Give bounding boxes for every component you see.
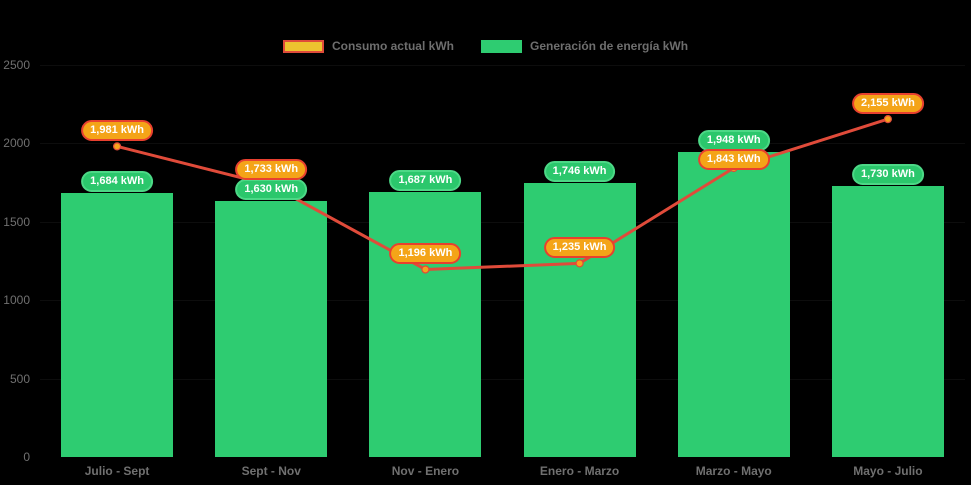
x-axis-label: Mayo - Julio xyxy=(853,464,923,478)
y-axis-label: 2500 xyxy=(3,58,30,72)
consumption-value-badge: 1,733 kWh xyxy=(235,159,308,181)
generation-bar[interactable] xyxy=(677,151,790,457)
consumption-line xyxy=(116,117,889,271)
x-axis-label: Sept - Nov xyxy=(241,464,301,478)
generation-bar[interactable] xyxy=(215,201,328,457)
gridline xyxy=(40,300,965,302)
y-axis-label: 0 xyxy=(23,450,30,464)
gridline xyxy=(40,143,965,145)
generation-bar[interactable] xyxy=(523,183,636,457)
x-axis-label: Nov - Enero xyxy=(391,464,460,478)
gridline xyxy=(40,378,965,380)
legend-label-generation: Generación de energía kWh xyxy=(529,39,689,53)
y-axis-label: 1500 xyxy=(3,214,30,229)
x-axis-label: Marzo - Mayo xyxy=(695,464,772,478)
x-axis-label: Julio - Sept xyxy=(84,464,150,478)
generation-value-badge: 1,746 kWh xyxy=(543,161,616,183)
generation-value-badge: 1,730 kWh xyxy=(852,163,924,185)
consumption-data-point[interactable] xyxy=(883,114,893,124)
consumption-value-badge: 1,843 kWh xyxy=(697,148,770,170)
generation-value-badge: 1,948 kWh xyxy=(697,129,770,151)
chart-legend: Consumo actual kWh Generación de energía… xyxy=(0,39,971,53)
y-axis-label: 2000 xyxy=(3,136,30,151)
generation-bar[interactable] xyxy=(61,192,174,457)
generation-bar[interactable] xyxy=(831,185,944,457)
consumption-data-point[interactable] xyxy=(112,142,122,151)
generation-value-badge: 1,687 kWh xyxy=(389,170,462,192)
generation-bar[interactable] xyxy=(369,192,482,457)
y-axis-label: 500 xyxy=(9,371,30,386)
consumption-value-badge: 1,981 kWh xyxy=(81,120,153,142)
generation-value-badge: 1,630 kWh xyxy=(235,179,308,201)
consumption-swatch-icon xyxy=(282,39,324,53)
legend-label-consumption: Consumo actual kWh xyxy=(331,39,454,53)
y-axis-label: 1000 xyxy=(3,293,30,308)
legend-item-consumption[interactable]: Consumo actual kWh xyxy=(282,39,454,53)
consumption-value-badge: 1,235 kWh xyxy=(543,237,616,259)
consumption-data-point[interactable] xyxy=(421,265,430,274)
generation-value-badge: 1,684 kWh xyxy=(81,170,153,192)
consumption-value-badge: 2,155 kWh xyxy=(852,93,924,115)
consumption-data-point[interactable] xyxy=(575,259,584,268)
gridline xyxy=(40,65,965,66)
gridline xyxy=(40,221,965,223)
x-axis-label: Enero - Marzo xyxy=(539,464,620,478)
legend-item-generation[interactable]: Generación de energía kWh xyxy=(480,39,689,53)
generation-swatch-icon xyxy=(480,39,522,53)
consumption-value-badge: 1,196 kWh xyxy=(389,243,462,265)
